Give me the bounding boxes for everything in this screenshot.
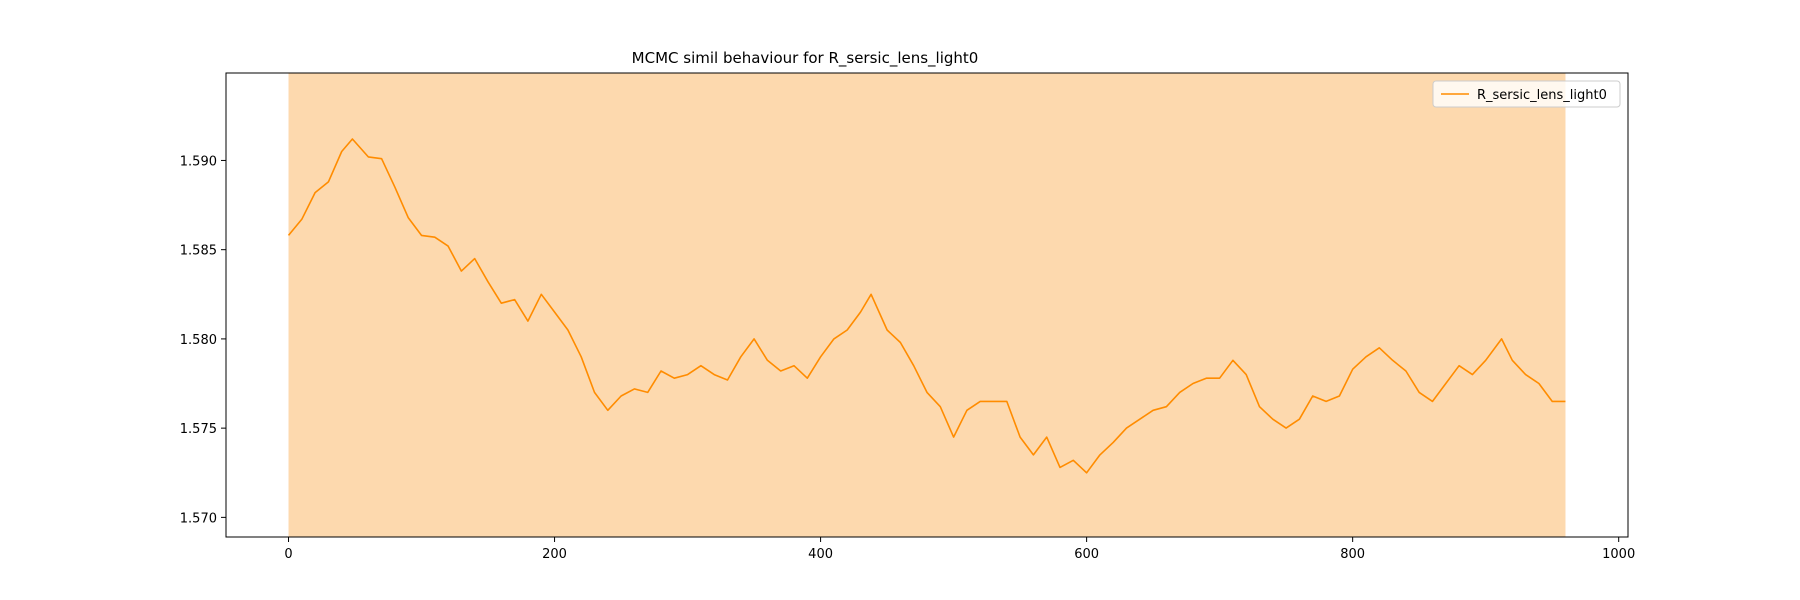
x-tick-label: 600 — [1074, 547, 1099, 562]
axes: 0 200 400 600 800 1000 1.570 1.575 1.580 1.585 1.5… — [180, 72, 1635, 562]
y-tick-label: 1.580 — [180, 333, 217, 348]
plot-area — [287, 73, 1566, 537]
legend-label: R_sersic_lens_light0 — [1477, 88, 1607, 103]
x-tick-label: 200 — [542, 547, 567, 562]
x-tick-label: 1000 — [1602, 547, 1635, 562]
y-tick-label: 1.585 — [180, 244, 217, 259]
y-tick-label: 1.575 — [180, 422, 217, 437]
y-tick-label: 1.590 — [180, 154, 217, 169]
chart-title: MCMC simil behaviour for R_sersic_lens_l… — [632, 49, 979, 68]
axes-frame — [225, 72, 1629, 538]
legend-box — [1432, 80, 1621, 108]
x-tick-label: 400 — [808, 547, 833, 562]
x-tick-label: 800 — [1340, 547, 1365, 562]
series-line-0 — [287, 138, 1566, 474]
x-tick-label: 0 — [284, 547, 292, 562]
y-tick-label: 1.570 — [180, 511, 217, 526]
legend: R_sersic_lens_light0 — [1432, 80, 1621, 108]
shaded-region — [288, 73, 1566, 537]
